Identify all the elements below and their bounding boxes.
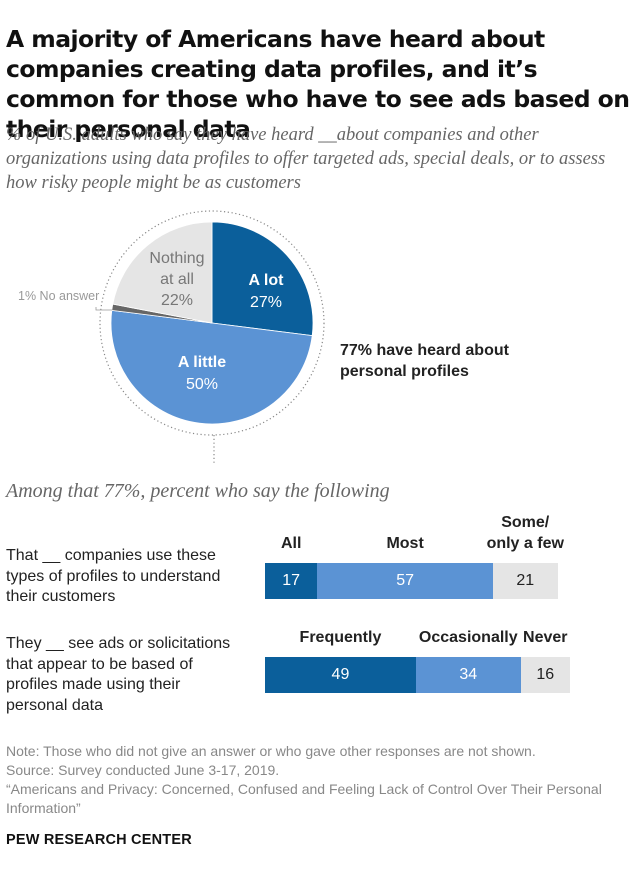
- pie-value-a-lot: 27%: [250, 294, 282, 311]
- pie-slice-a-lot: [211, 221, 314, 337]
- bar-header-line: All: [280, 535, 302, 552]
- bar-header-line: Some/: [501, 514, 550, 531]
- bar-row-label-line: They __ see ads or solicitations: [6, 635, 231, 652]
- bar-row-label-line: profiles made using their: [6, 676, 181, 693]
- bar-segment-all: 17: [265, 563, 318, 599]
- pie-label-no-answer: 1% No answer: [18, 289, 99, 303]
- chart-subtitle: % of U.S. adults who say they have heard…: [6, 125, 606, 193]
- pie-label-nothing-line1: Nothing: [149, 250, 204, 267]
- report-text: “Americans and Privacy: Concerned, Confu…: [6, 781, 602, 816]
- bar-segment-some-only-a-few: 21: [492, 563, 558, 599]
- bar-header-frequently: Frequently: [275, 627, 405, 648]
- pie-outer-dotted-ring: [99, 210, 325, 436]
- bar-row-label-line: That __ companies use these: [6, 547, 216, 564]
- bar-header-occasionally: Occasionally: [403, 627, 533, 648]
- note-text: Note: Those who did not give an answer o…: [6, 743, 536, 759]
- bar-header-most: Most: [340, 533, 470, 554]
- bar-row-label-line: their customers: [6, 588, 116, 605]
- pie-value-nothing: 22%: [161, 292, 193, 309]
- bar-row-label-line: that appear to be based of: [6, 655, 193, 673]
- bar-header-never: Never: [480, 627, 610, 648]
- bar-header-line: Occasionally: [418, 629, 518, 646]
- source-text: Source: Survey conducted June 3-17, 2019…: [6, 762, 280, 778]
- bar-row-label-line: types of profiles to understand: [6, 567, 221, 585]
- bar-header-line: Never: [523, 629, 568, 646]
- bar-header-line: Most: [386, 535, 424, 552]
- among-label: Among that 77%, percent who say the foll…: [6, 480, 390, 502]
- pie-slice-a-little: [110, 309, 313, 425]
- chart-title: A majority of Americans have heard about…: [6, 25, 630, 143]
- no-answer-leader-line: [95, 307, 112, 311]
- heard-note: 77% have heard about personal profiles: [340, 342, 509, 380]
- bar-row-label-1: That __ companies use these types of prof…: [6, 546, 220, 608]
- bar-row-label-2: They __ see ads or solicitations that app…: [6, 634, 230, 716]
- bar-header-line: only a few: [486, 535, 564, 552]
- bar-header-all: All: [226, 533, 356, 554]
- pie-slice-nothing-at-all: [112, 221, 213, 324]
- brand-logo-text: PEW RESEARCH CENTER: [6, 832, 192, 848]
- bar-segment-frequently: 49: [265, 657, 416, 693]
- pie-label-a-little: A little: [178, 354, 226, 371]
- pie-label-nothing-line2: at all: [160, 271, 194, 288]
- bar-header-line: Frequently: [299, 629, 382, 646]
- bar-header-some-only-a-few: Some/only a few: [460, 512, 590, 554]
- bar-segment-never: 16: [520, 657, 570, 693]
- pie-value-a-little: 50%: [186, 376, 218, 393]
- pie-label-a-lot: A lot: [249, 272, 285, 289]
- bar-segment-most: 57: [317, 563, 493, 599]
- pie-chart: A lot 27% A little 50% Nothing at all 22…: [18, 210, 325, 465]
- bar-row-label-line: personal data: [6, 696, 103, 714]
- footnote: Note: Those who did not give an answer o…: [6, 742, 636, 818]
- bar-segment-occasionally: 34: [415, 657, 521, 693]
